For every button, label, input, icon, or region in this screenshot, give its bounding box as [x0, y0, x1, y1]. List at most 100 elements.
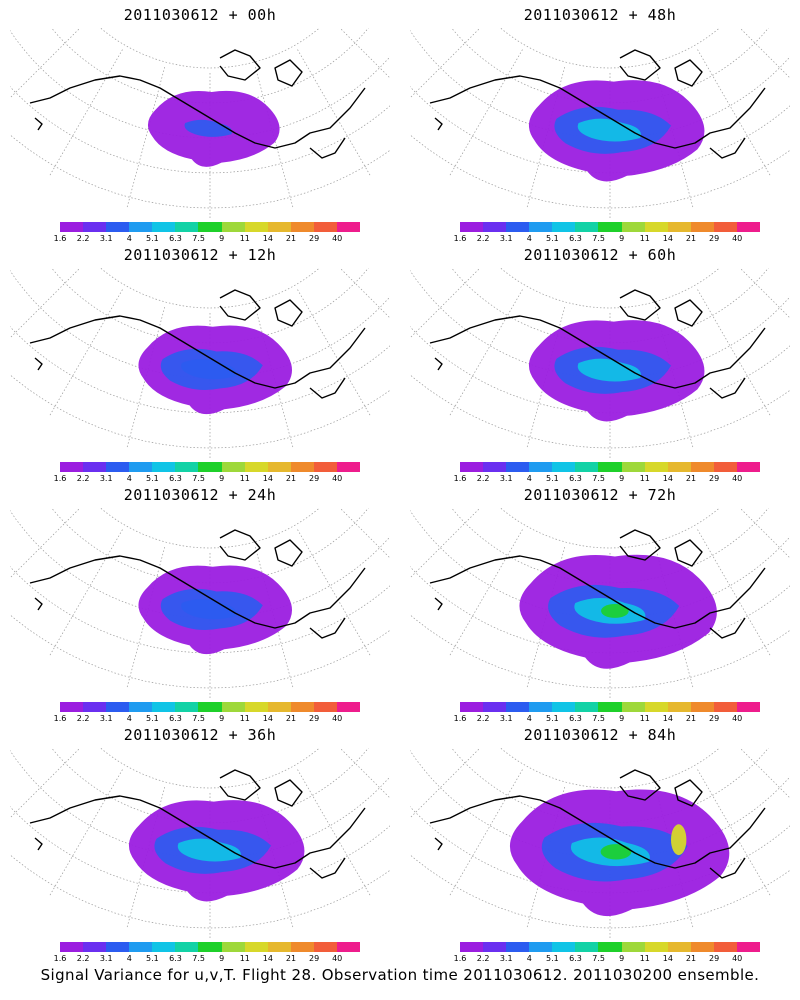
colorbar-tick-label: 2.2 [76, 954, 90, 963]
coastline [34, 357, 43, 371]
colorbar-tick-label: 6.3 [169, 714, 182, 723]
coastline [34, 597, 43, 611]
forecast-panel: 2011030612 + 72h 1.6 2.2 3.1 4 5.1 6.3 7.5 9 11 14… [400, 480, 800, 725]
colorbar-swatch [198, 462, 222, 472]
colorbar-swatch [83, 942, 107, 952]
colorbar-swatch [690, 942, 714, 952]
colorbar-tick-label: 29 [709, 474, 720, 483]
colorbar-swatch [221, 222, 245, 232]
colorbar-labels: 1.6 2.2 3.1 4 5.1 6.3 7.5 9 11 14 21 29 40 [54, 954, 364, 964]
variance-field [528, 80, 705, 182]
colorbar-swatch [483, 942, 507, 952]
colorbar-swatch [506, 702, 530, 712]
colorbar-swatch [667, 462, 691, 472]
variance-contour-high [577, 358, 641, 382]
colorbar-swatch [244, 702, 268, 712]
meridian-gridline [10, 28, 58, 58]
colorbar-tick-label: 14 [262, 954, 273, 963]
colorbar-swatch [552, 702, 576, 712]
meridian-gridline [739, 268, 790, 319]
variance-contour-high [181, 359, 237, 380]
meridian-gridline [362, 748, 390, 778]
colorbar-swatch [713, 222, 737, 232]
colorbar-swatch [129, 942, 153, 952]
coastline [434, 117, 443, 131]
colorbar-swatch [152, 942, 176, 952]
colorbar-swatch [83, 222, 107, 232]
colorbar-swatch [313, 702, 337, 712]
latitude-gridline [10, 86, 390, 174]
colorbar-swatch [83, 462, 107, 472]
colorbar-tick-label: 1.6 [53, 954, 67, 963]
colorbar-tick-label: 7.5 [192, 954, 205, 963]
colorbar-labels: 1.6 2.2 3.1 4 5.1 6.3 7.5 9 11 14 21 29 40 [454, 234, 764, 244]
colorbar-tick-label: 9 [219, 954, 225, 963]
meridian-gridline [410, 508, 458, 538]
variance-contour-high [181, 599, 237, 620]
colorbar-swatch [460, 942, 484, 952]
colorbar-swatch [644, 222, 668, 232]
colorbar-tick-label: 14 [262, 474, 273, 483]
meridian-gridline [297, 289, 371, 416]
colorbar-swatch [598, 942, 622, 952]
colorbar-tick-label: 29 [309, 474, 320, 483]
colorbar-swatch [60, 222, 84, 232]
colorbar-tick-label: 7.5 [592, 954, 605, 963]
colorbar-swatch [529, 942, 553, 952]
forecast-panel: 2011030612 + 60h 1.6 2.2 3.1 4 5.1 6.3 7.5 9 11 14… [400, 240, 800, 485]
colorbar-tick-label: 21 [685, 234, 697, 243]
latitude-gridline [499, 268, 721, 309]
colorbar-tick-label: 9 [219, 714, 225, 723]
colorbar-swatch [529, 222, 553, 232]
colorbar-tick-label: 40 [732, 234, 743, 243]
colorbar-swatch [175, 702, 199, 712]
colorbar [60, 222, 361, 232]
colorbar-swatch [483, 702, 507, 712]
meridian-gridline [10, 268, 81, 339]
colorbar-swatch [313, 942, 337, 952]
coastline [219, 49, 261, 81]
colorbar-tick-label: 11 [639, 714, 650, 723]
variance-field [138, 325, 293, 415]
coastline [29, 795, 366, 869]
colorbar-tick-label: 3.1 [99, 474, 113, 483]
meridian-gridline [762, 508, 790, 538]
colorbar-tick-label: 6.3 [169, 234, 182, 243]
colorbar-tick-label: 3.1 [499, 954, 513, 963]
colorbar-tick-label: 9 [619, 954, 625, 963]
colorbar-tick-label: 5.1 [546, 714, 559, 723]
colorbar-tick-label: 9 [619, 234, 625, 243]
colorbar-swatch [621, 462, 645, 472]
coastline [434, 597, 443, 611]
colorbar-swatch [152, 462, 176, 472]
coastline [29, 315, 366, 389]
coastline [709, 137, 746, 159]
colorbar-tick-label: 7.5 [192, 234, 205, 243]
colorbar [460, 462, 761, 472]
polar-map [10, 28, 390, 218]
colorbar-tick-label: 5.1 [146, 714, 159, 723]
colorbar-swatch [713, 462, 737, 472]
colorbar-swatch [552, 222, 576, 232]
colorbar-tick-label: 3.1 [499, 714, 513, 723]
colorbar-tick-label: 4 [526, 474, 532, 483]
colorbar-swatch [221, 462, 245, 472]
colorbar-swatch [736, 942, 761, 952]
colorbar-tick-label: 4 [526, 234, 532, 243]
colorbar-tick-label: 7.5 [192, 714, 205, 723]
colorbar-tick-label: 40 [732, 714, 743, 723]
colorbar-tick-label: 11 [239, 954, 250, 963]
colorbar-swatch [106, 222, 130, 232]
colorbar-tick-label: 29 [309, 714, 320, 723]
colorbar-tick-label: 29 [309, 234, 320, 243]
colorbar-swatch [644, 702, 668, 712]
colorbar-tick-label: 2.2 [476, 474, 490, 483]
colorbar-swatch [290, 702, 314, 712]
colorbar-tick-label: 40 [732, 474, 743, 483]
colorbar-swatch [60, 942, 84, 952]
meridian-gridline [49, 769, 123, 896]
panel-title: 2011030612 + 60h [523, 246, 677, 264]
colorbar-tick-label: 21 [685, 714, 697, 723]
coastline [619, 49, 661, 81]
colorbar-tick-label: 14 [262, 234, 273, 243]
